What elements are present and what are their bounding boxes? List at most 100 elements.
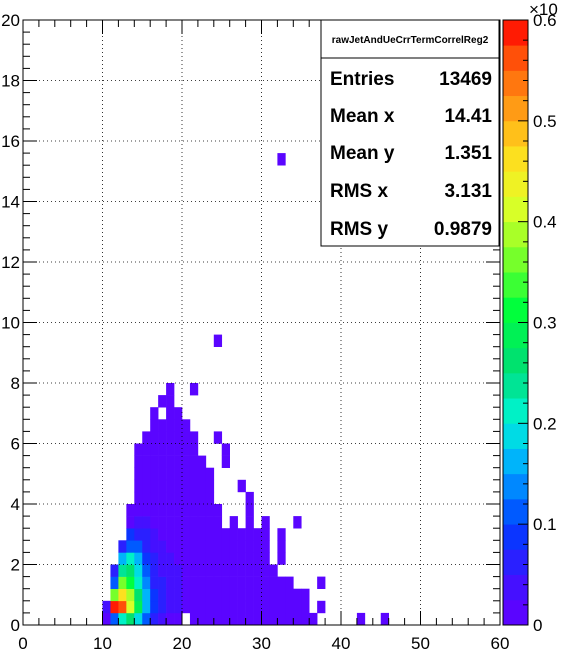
heatmap-cell: [237, 612, 246, 626]
heatmap-cell: [126, 540, 135, 553]
heatmap-cell: [213, 431, 223, 444]
heatmap-cell: [166, 383, 175, 396]
heatmap-cell: [150, 552, 159, 565]
heatmap-cell: [110, 600, 119, 614]
heatmap-cell: [166, 395, 175, 408]
heatmap-cell: [182, 564, 191, 577]
heatmap-cell: [102, 600, 111, 614]
heatmap-cell: [189, 455, 199, 468]
heatmap-cell: [166, 576, 175, 589]
heatmap-cell: [205, 504, 215, 517]
heatmap-cell: [197, 552, 207, 565]
heatmap-cell: [237, 479, 246, 493]
heatmap-cell: [277, 612, 286, 626]
heatmap-cell: [293, 600, 302, 614]
palette-band: [503, 599, 528, 626]
palette-band: [503, 398, 528, 424]
heatmap-cell: [197, 564, 207, 577]
palette-band: [503, 221, 528, 248]
heatmap-cell: [150, 540, 159, 553]
heatmap-cell: [221, 443, 230, 456]
heatmap-cell: [205, 467, 215, 481]
stats-row-value: 3.131: [444, 181, 492, 202]
heatmap-cell: [205, 491, 215, 505]
palette-band: [503, 473, 528, 500]
heatmap-cell: [142, 564, 151, 577]
heatmap-cell: [213, 600, 223, 614]
palette-band: [503, 70, 528, 97]
heatmap-cell: [277, 588, 286, 602]
heatmap-cell: [134, 479, 143, 493]
heatmap-cell: [189, 491, 199, 505]
heatmap-cell: [134, 443, 143, 456]
heatmap-cell: [166, 491, 175, 505]
heatmap-cell: [158, 467, 167, 481]
heatmap-cell: [150, 479, 159, 493]
heatmap-cell: [118, 600, 127, 614]
heatmap-cell: [174, 552, 183, 565]
heatmap-cell: [150, 564, 159, 577]
heatmap-cell: [142, 540, 151, 553]
x-tick-labels: 0 10 20 30 40 50 60: [18, 634, 509, 653]
heatmap-cell: [197, 540, 207, 553]
stats-row-label: RMS x: [330, 181, 389, 202]
heatmap-cell: [189, 588, 199, 602]
heatmap-cell: [142, 600, 151, 614]
y-tick-label: 4: [11, 495, 20, 514]
heatmap-cell: [229, 588, 238, 602]
heatmap-cell: [182, 528, 191, 541]
palette-tick-label: 0: [533, 616, 542, 635]
heatmap-cell: [197, 528, 207, 541]
stats-row-label: Mean x: [330, 106, 395, 127]
heatmap-cell: [126, 612, 135, 626]
heatmap-cell: [158, 612, 167, 626]
heatmap-cell: [261, 540, 270, 553]
heatmap-cell: [150, 504, 159, 517]
palette-band: [503, 95, 528, 122]
heatmap-cell: [174, 443, 183, 456]
heatmap-cell: [118, 588, 127, 602]
palette-band: [503, 20, 528, 46]
heatmap-cell: [269, 588, 278, 602]
stats-box-title: rawJetAndUeCrrTermCorrelReg2: [332, 35, 489, 46]
heatmap-cell: [189, 528, 199, 541]
heatmap-cell: [197, 455, 207, 468]
y-tick-label: 12: [1, 253, 20, 272]
heatmap-cell: [182, 467, 191, 481]
heatmap-cell: [189, 431, 199, 444]
heatmap-cell: [166, 419, 175, 432]
heatmap-cell: [142, 455, 151, 468]
heatmap-cell: [213, 504, 223, 517]
heatmap-cell: [245, 564, 254, 577]
heatmap-cell: [134, 564, 143, 577]
heatmap-cell: [205, 540, 215, 553]
heatmap-cell: [253, 576, 262, 589]
heatmap-cell: [245, 516, 254, 529]
heatmap-cell: [245, 528, 254, 541]
heatmap-cell: [174, 504, 183, 517]
heatmap-cell: [213, 588, 223, 602]
heatmap-cell: [221, 576, 230, 589]
heatmap-cell: [197, 600, 207, 614]
heatmap-cell: [261, 588, 270, 602]
heatmap-cell: [174, 516, 183, 529]
heatmap-cell: [189, 612, 199, 626]
heatmap-cell: [221, 600, 230, 614]
y-tick-label: 10: [1, 314, 20, 333]
heatmap-cell: [261, 564, 270, 577]
palette-tick-label: 0.3: [533, 314, 557, 333]
stats-row-value: 13469: [439, 69, 492, 90]
heatmap-cell: [166, 564, 175, 577]
heatmap-cell: [110, 564, 119, 577]
heatmap-cell: [229, 516, 238, 529]
heatmap-cell: [134, 552, 143, 565]
heatmap-cell: [197, 467, 207, 481]
heatmap-cell: [158, 395, 167, 408]
heatmap-cell: [197, 576, 207, 589]
heatmap-cell: [142, 528, 151, 541]
heatmap-cell: [205, 516, 215, 529]
heatmap-cell: [189, 443, 199, 456]
heatmap-cell: [182, 443, 191, 456]
heatmap-cell: [134, 576, 143, 589]
heatmap-cell: [150, 600, 159, 614]
